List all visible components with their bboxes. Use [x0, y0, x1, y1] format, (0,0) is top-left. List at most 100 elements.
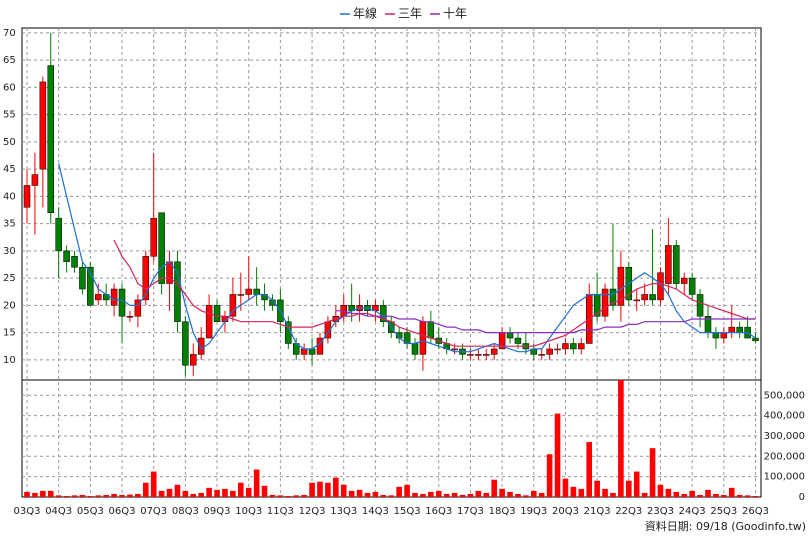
y-tick-label: 55	[3, 110, 16, 121]
candle-body	[712, 332, 720, 339]
x-tick-label: 10Q3	[235, 506, 262, 517]
x-tick-label: 16Q3	[425, 506, 452, 517]
volume-bar	[198, 492, 205, 497]
candle-body	[728, 326, 735, 333]
candle-body	[300, 348, 308, 355]
candle-body	[720, 332, 728, 339]
volume-bar	[713, 493, 719, 497]
volume-bar	[736, 494, 743, 497]
candle-body	[150, 217, 157, 257]
candle-body	[31, 174, 39, 186]
volume-bar	[752, 495, 759, 497]
x-tick-label: 24Q3	[679, 506, 706, 517]
volume-bar	[55, 495, 62, 497]
candle-body	[63, 250, 70, 263]
volume-bar	[420, 493, 426, 497]
volume-bar	[348, 490, 355, 497]
volume-bar	[689, 490, 695, 497]
candle-body	[562, 343, 569, 350]
volume-bar	[269, 494, 276, 497]
volume-bar	[222, 488, 228, 497]
candle-body	[411, 343, 419, 355]
candle-body	[174, 261, 181, 322]
x-tick-label: 15Q3	[394, 506, 421, 517]
ma-line	[58, 163, 756, 353]
volume-bar	[515, 493, 521, 497]
volume-bar	[182, 490, 189, 497]
volume-bar	[285, 495, 292, 497]
candle-body	[490, 348, 498, 355]
volume-bar	[610, 492, 616, 497]
volume-bar	[206, 487, 212, 497]
volume-bar	[388, 495, 395, 497]
candle-body	[688, 277, 696, 295]
volume-bar	[253, 469, 260, 497]
volume-bar	[71, 495, 78, 497]
volume-bar	[697, 494, 703, 497]
candle-body	[110, 288, 118, 306]
x-tick-label: 08Q3	[172, 506, 199, 517]
volume-bar	[538, 492, 545, 497]
candle-body	[752, 337, 759, 342]
candle-body	[514, 337, 522, 344]
volume-bar	[150, 471, 157, 497]
x-tick-label: 03Q3	[14, 506, 41, 517]
y2-tick-label: 300,000	[764, 431, 805, 442]
candle-body	[680, 277, 688, 284]
candle-body	[55, 217, 62, 252]
y2-tick-label: 500,000	[764, 390, 805, 401]
candle-body	[633, 299, 640, 302]
x-tick-label: 13Q3	[330, 506, 357, 517]
candle-body	[609, 288, 617, 306]
volume-bar	[380, 494, 387, 497]
y-tick-label: 30	[3, 246, 16, 257]
volume-bar	[602, 488, 608, 497]
y2-tick-label: 100,000	[764, 472, 805, 483]
volume-bar	[87, 495, 94, 497]
x-tick-label: 04Q3	[45, 506, 72, 517]
x-tick-label: 21Q3	[584, 506, 611, 517]
candle-body	[506, 332, 514, 339]
y2-tick-label: 200,000	[764, 451, 805, 462]
y-tick-label: 70	[3, 28, 16, 39]
volume-bar	[245, 487, 252, 497]
candle-body	[665, 245, 672, 284]
volume-bar	[459, 494, 466, 497]
x-tick-label: 06Q3	[109, 506, 136, 517]
candle-body	[245, 288, 252, 295]
volume-bar	[40, 490, 46, 497]
volume-bar	[127, 494, 133, 497]
candle-body	[213, 305, 221, 322]
volume-bar	[728, 487, 735, 497]
candle-body	[657, 272, 664, 301]
volume-bar	[483, 492, 490, 497]
x-tick-label: 18Q3	[489, 506, 516, 517]
volume-bar	[475, 490, 482, 497]
candle-body	[118, 288, 126, 317]
volume-bar	[404, 484, 410, 497]
volume-bar	[63, 495, 70, 497]
x-tick-label: 05Q3	[77, 506, 104, 517]
volume-bar	[673, 491, 680, 497]
volume-bar	[491, 479, 497, 497]
candle-body	[641, 294, 648, 301]
plot-frame	[21, 27, 762, 498]
ma-line	[335, 310, 756, 334]
y2-tick-label: 0	[799, 492, 805, 503]
volume-bar	[364, 492, 371, 497]
volume-bar	[705, 489, 711, 497]
candle-body	[308, 348, 316, 355]
volume-bar	[649, 448, 656, 497]
ma-line	[113, 239, 756, 347]
x-tick-label: 25Q3	[710, 506, 737, 517]
candle-body	[538, 354, 545, 356]
candle-body	[419, 321, 427, 355]
legend-label: 年線	[353, 6, 377, 21]
candle-body	[79, 266, 86, 290]
candle-body	[467, 354, 474, 356]
volume-bar	[277, 495, 284, 497]
candle-body	[71, 256, 78, 268]
volume-bar	[261, 485, 268, 497]
volume-bar	[340, 484, 347, 497]
x-tick-label: 26Q3	[742, 506, 769, 517]
